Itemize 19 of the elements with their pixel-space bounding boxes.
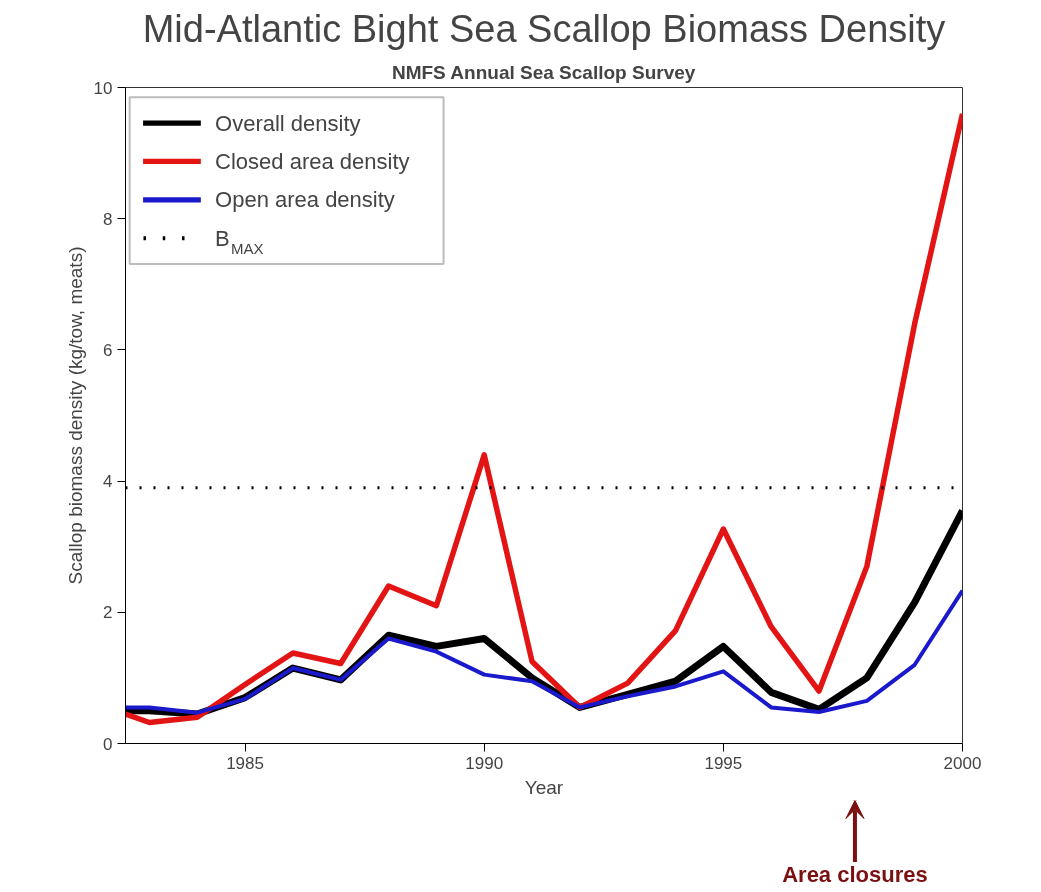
chart-title: Mid-Atlantic Bight Sea Scallop Biomass Density <box>142 7 946 50</box>
text: Area closures <box>782 861 928 887</box>
x-tick-label: 1990 <box>465 753 504 773</box>
x-tick-label: 1985 <box>226 753 264 773</box>
x-tick-label: 1995 <box>704 753 743 773</box>
y-tick-label: 6 <box>103 340 113 360</box>
legend-label: Closed area density <box>215 148 410 174</box>
line-series <box>125 588 963 715</box>
y-tick-label: 0 <box>103 734 113 754</box>
y-tick-label: 4 <box>103 472 113 492</box>
legend-label: Overall density <box>215 110 361 136</box>
y-axis-title: Scallop biomass density (kg/tow, meats) <box>64 246 86 585</box>
legend-label: Open area density <box>215 187 395 213</box>
y-tick-label: 8 <box>103 209 113 229</box>
x-axis-title: Year <box>524 776 564 798</box>
y-tick-label: 2 <box>103 603 113 623</box>
chart-subtitle: NMFS Annual Sea Scallop Survey <box>391 61 696 83</box>
y-tick-label: 10 <box>93 78 113 98</box>
x-tick-label: 2000 <box>943 753 982 773</box>
